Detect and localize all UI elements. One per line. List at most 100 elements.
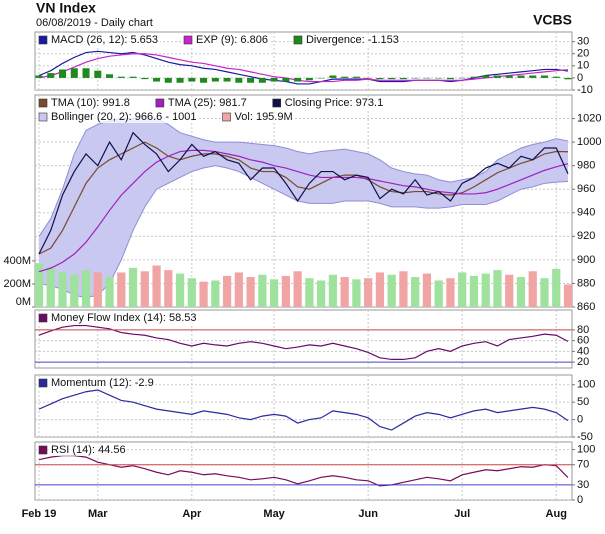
panel-content [35, 95, 572, 307]
x-tick-label: May [263, 508, 285, 520]
volume-bar [552, 268, 561, 307]
divergence-bar [435, 77, 443, 79]
volume-bar [46, 266, 55, 307]
chart-subtitle: 06/08/2019 - Daily chart [36, 17, 153, 29]
volume-bar [187, 278, 196, 307]
legend-background [37, 111, 199, 123]
legend-background [291, 34, 401, 46]
legend-background [37, 97, 132, 109]
y-tick-label: 1000 [577, 136, 601, 148]
legend-label: TMA (10): 991.8 [51, 97, 130, 109]
divergence-bar [505, 75, 513, 78]
divergence-bar [341, 76, 349, 78]
legend-label: Divergence: -1.153 [306, 34, 399, 46]
divergence-bar [200, 77, 208, 83]
legend-background [37, 34, 160, 46]
divergence-bar [106, 74, 114, 78]
legend-background [37, 377, 156, 389]
volume-bar [105, 277, 114, 307]
volume-bar [528, 271, 537, 307]
series-line [38, 149, 569, 273]
volume-bar [164, 270, 173, 307]
y2-tick-label: 400M [3, 255, 31, 267]
volume-bar [35, 263, 44, 307]
x-tick-label: Apr [182, 508, 202, 520]
volume-bar [128, 267, 138, 307]
volume-bar [199, 281, 208, 307]
divergence-bar [211, 77, 219, 82]
legend-marker [38, 313, 48, 323]
y-tick-label: 0 [577, 413, 583, 425]
volume-bar [93, 272, 102, 307]
y-tick-label: 100 [577, 443, 595, 455]
divergence-bar [352, 76, 360, 78]
volume-bar [211, 280, 220, 307]
y-tick-label: 70 [577, 459, 589, 471]
divergence-bar [94, 70, 102, 78]
legend-background [270, 97, 386, 109]
divergence-bar [223, 77, 231, 82]
legend-background [220, 111, 295, 123]
divergence-bar [399, 77, 407, 80]
legend-label: RSI (14): 44.56 [51, 444, 126, 456]
series-line [38, 324, 569, 361]
y-tick-label: 880 [577, 277, 595, 289]
y-tick-label: -10 [577, 84, 593, 96]
volume-bar [269, 279, 279, 307]
y-tick-label: 0 [577, 72, 583, 84]
legend-background [153, 97, 249, 109]
chart-title: VN Index [36, 0, 96, 16]
x-tick-label: Mar [88, 508, 108, 520]
volume-bar [375, 272, 385, 307]
divergence-bar [493, 75, 501, 78]
x-tick-label: Jun [358, 508, 378, 520]
volume-bar [234, 272, 243, 307]
divergence-bar [482, 75, 490, 78]
volume-bar [81, 270, 91, 307]
volume-bar [563, 284, 572, 307]
series-line [38, 53, 569, 83]
divergence-bar [564, 77, 572, 80]
series-line [38, 389, 569, 431]
divergence-bar [117, 76, 125, 78]
y2-tick-label: 200M [3, 278, 31, 290]
legend-marker [272, 98, 282, 108]
volume-bar [411, 277, 420, 307]
divergence-bar [270, 77, 278, 82]
divergence-bar [258, 77, 266, 83]
series-line [38, 455, 569, 487]
y-tick-label: 980 [577, 160, 595, 172]
divergence-bar [188, 77, 196, 82]
series-line [38, 131, 569, 255]
x-tick-label: Feb 19 [22, 508, 57, 520]
bollinger-lower [38, 165, 569, 299]
legend-marker [38, 378, 48, 388]
y-tick-label: -50 [577, 431, 593, 443]
volume-bar [305, 278, 314, 307]
legend-marker [38, 98, 48, 108]
divergence-bar [364, 77, 372, 79]
panel-content [35, 32, 572, 90]
divergence-bar [329, 75, 337, 78]
volume-bar [293, 271, 302, 307]
divergence-bar [282, 77, 290, 82]
divergence-bar [552, 76, 560, 78]
y-tick-label: 20 [577, 356, 589, 368]
divergence-bar [70, 68, 78, 78]
volume-bar [516, 277, 526, 307]
divergence-bar [58, 69, 67, 78]
y-tick-label: 10 [577, 60, 589, 72]
y-tick-label: 960 [577, 183, 595, 195]
legend-marker [183, 35, 193, 45]
legend-label: Vol: 195.9M [235, 111, 293, 123]
y-tick-label: 50 [577, 396, 589, 408]
divergence-bar [423, 77, 431, 79]
legend-marker [293, 35, 303, 45]
y-tick-label: 20 [577, 48, 589, 60]
volume-bar [493, 270, 502, 307]
y-tick-label: 30 [577, 479, 589, 491]
source-label: VCBS [533, 12, 572, 28]
divergence-bar [317, 77, 325, 79]
y-tick-label: 80 [577, 324, 589, 336]
volume-bar [469, 275, 479, 307]
